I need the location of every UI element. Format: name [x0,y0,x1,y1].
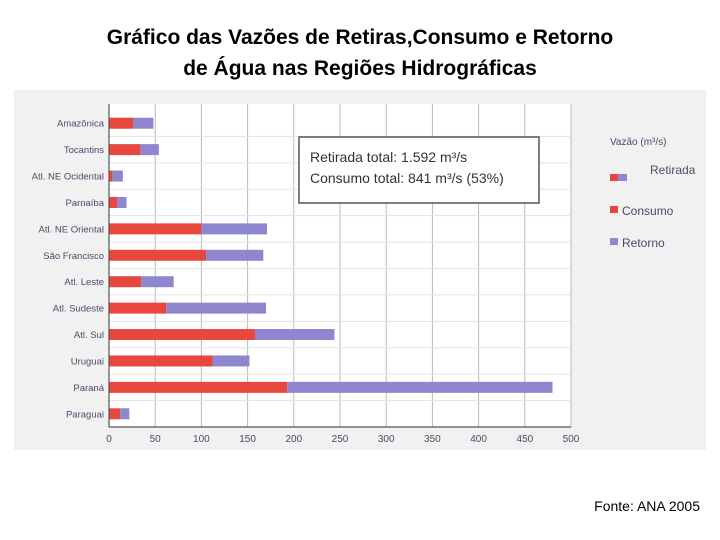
category-label: São Francisco [43,251,104,262]
bar-consumo [109,302,167,314]
bar-consumo [109,117,134,129]
legend-title: Vazão (m³/s) [610,137,667,148]
bar-retorno [287,381,553,393]
bar-consumo [109,408,121,420]
chart-title-line1: Gráfico das Vazões de Retiras,Consumo e … [106,26,614,49]
category-label: Atl. NE Oriental [39,224,104,235]
legend-swatch-retirada-retorno [618,174,627,181]
annotation-consumo-total: Consumo total: 841 m³/s (53%) [310,170,504,186]
bar-retorno [141,276,174,288]
bar-consumo [109,170,113,182]
x-tick-label: 450 [516,434,533,445]
chart-title: Gráfico das Vazões de Retiras,Consumo e … [0,22,720,84]
category-label: Amazônica [57,119,105,130]
source-note: Fonte: ANA 2005 [594,498,700,514]
bar-retorno [212,355,250,367]
annotation-retirada-total: Retirada total: 1.592 m³/s [310,149,467,165]
x-tick-labels: 0 50 100 150 200 250 300 350 400 450 500 [106,434,580,445]
bar-consumo [109,223,202,235]
bar-consumo [109,276,142,288]
category-label: Atl. Sudeste [53,304,104,315]
bar-chart: Amazônica Tocantins Atl. NE Ocidental Parna… [32,104,696,445]
bar-consumo [109,355,213,367]
legend-swatch-retorno [610,238,618,245]
bar-retorno [254,329,335,341]
bar-retorno [112,170,123,182]
x-tick-label: 150 [239,434,256,445]
bar-retorno [133,117,154,129]
bar-retorno [120,408,130,420]
category-label: Uruguai [71,356,104,367]
legend-swatch-consumo [610,206,618,213]
category-labels: Amazônica Tocantins Atl. NE Ocidental Parna… [32,119,105,421]
legend: Vazão (m³/s) Retirada Consumo Retorno [610,137,696,250]
bar-retorno [140,144,159,156]
category-label: Atl. Leste [64,277,104,288]
bar-retorno [206,249,264,261]
x-tick-label: 400 [470,434,487,445]
x-tick-label: 0 [106,434,112,445]
legend-label-retirada: Retirada [650,163,696,177]
category-label: Tocantins [64,145,104,156]
bar-consumo [109,381,288,393]
annotation-box [298,136,540,204]
bars [109,117,553,420]
category-label: Paraná [73,383,104,394]
axes [108,104,571,428]
chart-title-line2: de Água nas Regiões Hidrográficas [183,57,537,80]
category-label: Atl. Sul [74,330,104,341]
x-tick-label: 300 [378,434,395,445]
x-tick-label: 200 [285,434,302,445]
legend-swatch-retirada-consumo [610,174,618,181]
bar-consumo [109,249,207,261]
bar-consumo [109,144,141,156]
x-tick-label: 250 [332,434,349,445]
category-label: Parnaíba [65,198,104,209]
bar-retorno [201,223,268,235]
category-label: Atl. NE Ocidental [32,172,104,183]
category-label: Paraguai [66,409,104,420]
legend-label-consumo: Consumo [622,204,674,218]
x-tick-label: 350 [424,434,441,445]
x-tick-label: 500 [563,434,580,445]
totals-annotation: Retirada total: 1.592 m³/s Consumo total:… [298,136,540,204]
bar-retorno [117,196,127,208]
bar-consumo [109,196,118,208]
bar-retorno [166,302,267,314]
legend-label-retorno: Retorno [622,236,665,250]
x-tick-label: 50 [150,434,162,445]
chart-area: Amazônica Tocantins Atl. NE Ocidental Parna… [14,90,706,450]
x-tick-label: 100 [193,434,210,445]
bar-consumo [109,329,255,341]
